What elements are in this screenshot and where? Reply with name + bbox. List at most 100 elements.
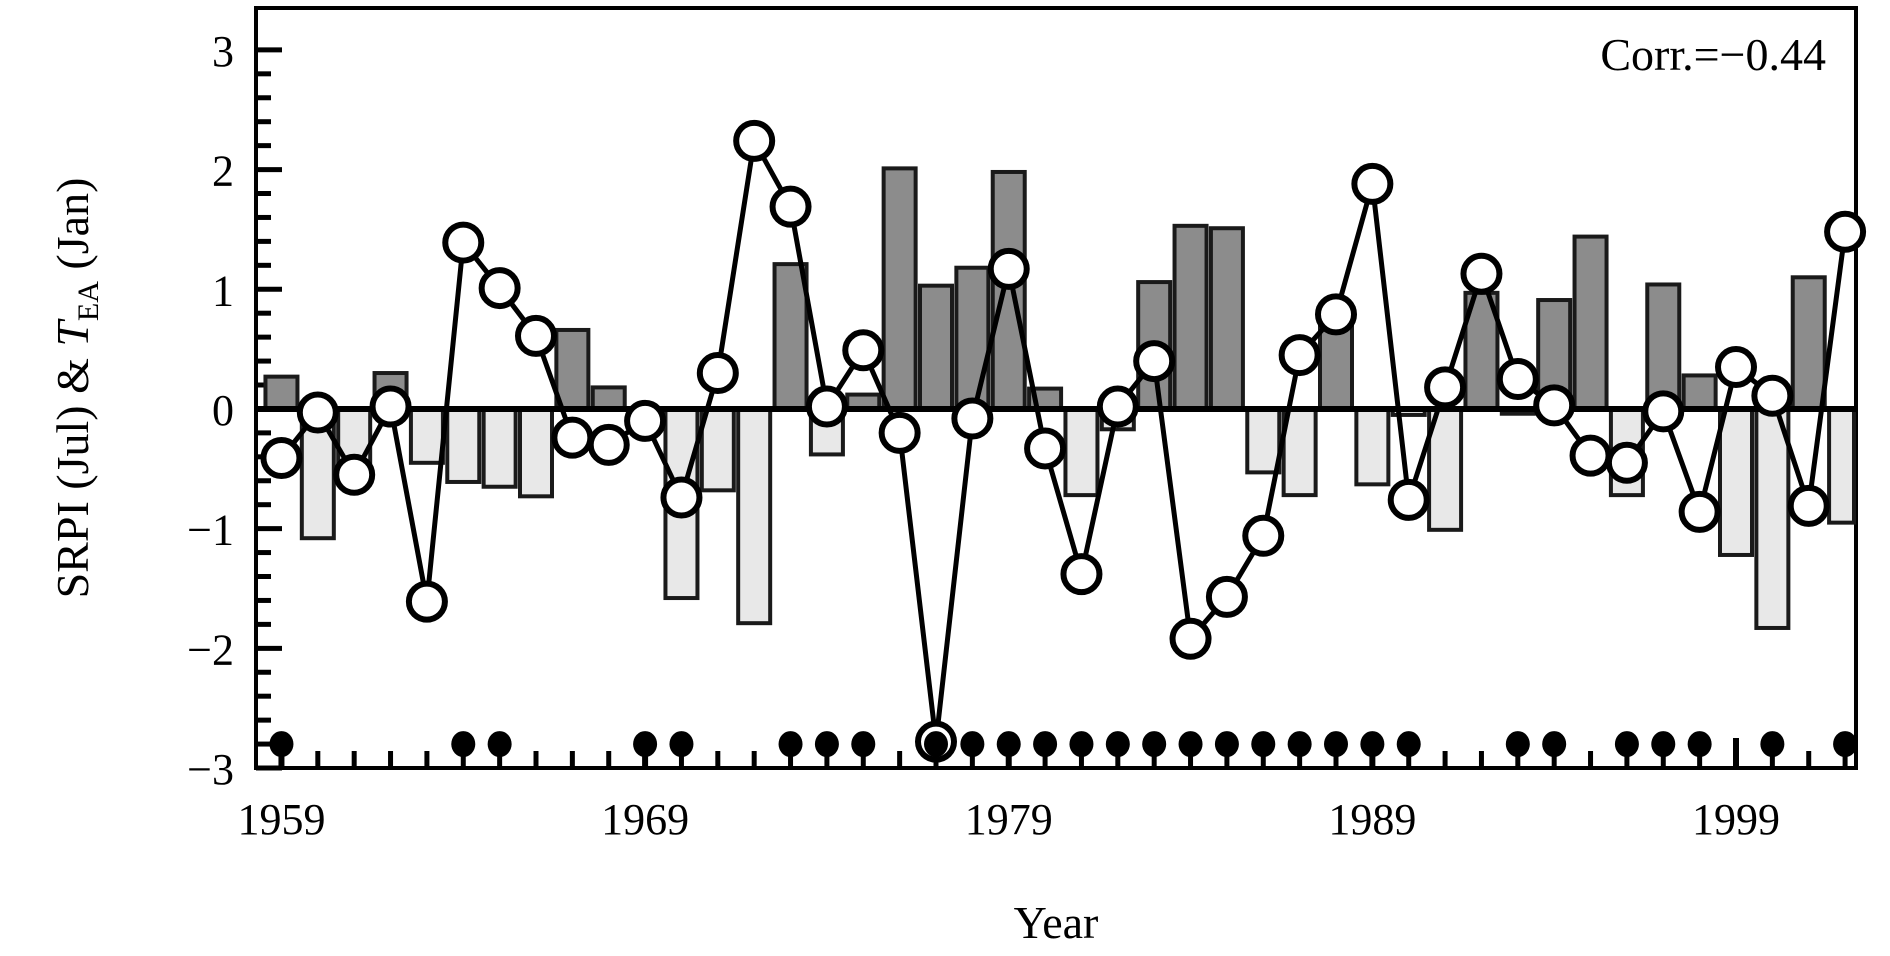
event-dot xyxy=(451,731,476,758)
plot-frame xyxy=(254,6,1858,770)
event-dot xyxy=(851,731,876,758)
tea-marker xyxy=(805,385,848,428)
tea-marker xyxy=(1242,514,1285,557)
tea-marker xyxy=(660,476,703,519)
tea-marker xyxy=(1787,484,1830,527)
tea-marker xyxy=(296,391,339,434)
x-tick-label: 1989 xyxy=(1328,795,1416,844)
event-dot xyxy=(996,731,1021,758)
event-dot xyxy=(1069,731,1094,758)
event-dot xyxy=(1033,731,1058,758)
bar xyxy=(445,406,482,484)
bar xyxy=(263,374,300,411)
tea-marker xyxy=(1315,293,1357,336)
tea-marker xyxy=(442,221,485,264)
tea-marker xyxy=(733,119,776,162)
y-tick-label: 1 xyxy=(212,266,234,315)
tea-marker xyxy=(1605,441,1648,484)
tea-marker xyxy=(405,580,448,623)
tea-marker xyxy=(1824,210,1867,253)
tea-marker xyxy=(478,267,521,310)
bar xyxy=(1718,406,1754,557)
bar xyxy=(699,406,736,493)
tea-marker xyxy=(1678,490,1721,533)
bar xyxy=(736,406,773,626)
bar xyxy=(1681,373,1718,411)
bar xyxy=(1790,275,1827,411)
tea-marker xyxy=(515,314,557,357)
event-dot xyxy=(1542,731,1567,758)
bar xyxy=(1063,406,1100,498)
event-dot xyxy=(633,731,658,758)
tea-marker xyxy=(551,416,594,459)
tea-marker xyxy=(1715,346,1757,389)
bar xyxy=(954,265,991,411)
bar xyxy=(772,262,809,411)
y-axis-title: SRPI (Jul) & TEA (Jan) xyxy=(47,178,105,599)
tea-marker xyxy=(878,411,921,454)
event-dot xyxy=(1178,731,1203,758)
tea-marker xyxy=(1278,334,1321,377)
event-dot xyxy=(1396,731,1421,758)
event-dot xyxy=(924,731,948,758)
y-title-italic-T: T xyxy=(47,318,98,347)
y-tick-label: 0 xyxy=(212,386,234,435)
event-dot xyxy=(1687,731,1712,758)
bar xyxy=(1827,406,1857,525)
x-tick-label: 1999 xyxy=(1692,795,1780,844)
tea-marker xyxy=(1096,385,1139,428)
event-dot xyxy=(960,731,985,758)
x-tick-label: 1959 xyxy=(237,795,325,844)
bar xyxy=(408,406,445,465)
bar xyxy=(518,406,554,499)
event-dot xyxy=(1833,731,1858,758)
tea-marker xyxy=(1169,617,1212,660)
tea-marker xyxy=(1496,358,1539,401)
x-axis-tick-labels: 1959 1969 1979 1989 1999 xyxy=(237,795,1780,844)
event-dot xyxy=(1360,731,1385,758)
x-tick-label: 1969 xyxy=(601,795,689,844)
event-dot-markers xyxy=(269,731,1858,758)
tea-marker xyxy=(369,385,412,428)
bar xyxy=(1172,223,1209,411)
tea-marker xyxy=(1642,390,1685,433)
x-tick-label: 1979 xyxy=(965,795,1053,844)
x-axis-title: Year xyxy=(1014,897,1099,948)
bar xyxy=(1245,406,1282,475)
tea-marker xyxy=(842,329,885,372)
event-dot xyxy=(814,731,839,758)
tea-marker xyxy=(1424,366,1467,409)
event-dot xyxy=(1287,731,1312,758)
tea-marker xyxy=(1460,252,1503,295)
y-title-subscript: EA xyxy=(72,281,105,321)
bar xyxy=(1572,234,1609,411)
bar xyxy=(590,385,627,411)
bar xyxy=(990,169,1027,411)
event-dot xyxy=(778,731,803,758)
y-title-part-b: (Jan) xyxy=(47,178,98,281)
event-dot xyxy=(487,731,512,758)
tea-marker xyxy=(696,352,739,395)
tea-marker xyxy=(951,397,994,440)
event-dot xyxy=(1614,731,1639,758)
y-axis-tick-labels: 3 2 1 0 −1 −2 −3 xyxy=(187,27,234,794)
tea-marker xyxy=(587,423,630,466)
event-dot xyxy=(669,731,694,758)
event-dot xyxy=(1324,731,1348,758)
tea-marker xyxy=(769,185,812,228)
tea-marker xyxy=(1024,427,1067,470)
bar xyxy=(1354,406,1391,487)
tea-marker xyxy=(987,247,1030,290)
bar xyxy=(1208,226,1245,411)
tea-marker xyxy=(260,437,303,480)
event-dot xyxy=(269,731,294,758)
event-dot xyxy=(1505,731,1530,758)
tea-marker xyxy=(333,453,376,496)
tea-marker xyxy=(624,399,667,442)
y-tick-label: −1 xyxy=(187,506,234,555)
y-tick-label: −2 xyxy=(187,625,234,674)
tea-marker xyxy=(1060,553,1103,596)
line-markers-tea xyxy=(260,119,1867,763)
bar xyxy=(918,283,954,411)
